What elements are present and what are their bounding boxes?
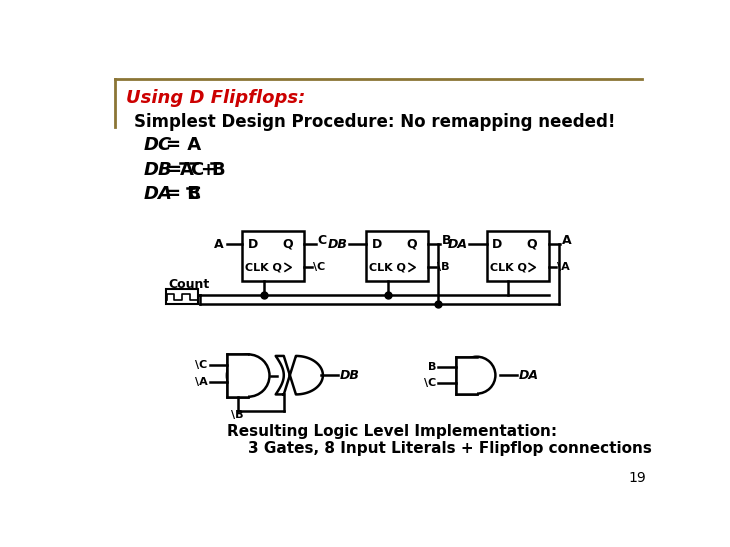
Text: A: A: [214, 238, 224, 251]
Text: \A: \A: [195, 377, 207, 387]
Text: DA: DA: [518, 369, 538, 382]
Text: Using D Flipflops:: Using D Flipflops:: [126, 89, 305, 107]
Text: A: A: [180, 161, 194, 178]
Bar: [456, 357, 477, 394]
Text: \B: \B: [437, 263, 450, 272]
Text: DB: DB: [339, 369, 359, 382]
Text: A: A: [561, 234, 572, 247]
Text: CLK Q: CLK Q: [490, 263, 526, 272]
Text: D: D: [492, 238, 502, 251]
Text: CLK Q: CLK Q: [369, 263, 407, 272]
Bar: [227, 354, 248, 397]
Text: \C: \C: [195, 360, 207, 370]
Text: +: +: [200, 161, 215, 178]
Text: DA: DA: [144, 185, 173, 203]
Text: B: B: [442, 234, 451, 247]
Ellipse shape: [227, 354, 269, 397]
Bar: [456, 357, 477, 394]
Text: \C: \C: [424, 379, 436, 388]
Text: Q: Q: [282, 238, 293, 251]
Text: C: C: [188, 185, 201, 203]
Text: C: C: [318, 234, 327, 247]
Text: \C: \C: [313, 263, 325, 272]
Text: B: B: [212, 161, 225, 178]
Text: Q: Q: [406, 238, 417, 251]
Text: Resulting Logic Level Implementation:: Resulting Logic Level Implementation:: [227, 424, 557, 439]
Text: 3 Gates, 8 Input Literals + Flipflop connections: 3 Gates, 8 Input Literals + Flipflop con…: [227, 441, 652, 456]
Text: = B: = B: [166, 185, 201, 203]
Text: =: =: [166, 161, 182, 178]
Text: Count: Count: [169, 278, 210, 291]
Text: B: B: [428, 362, 436, 372]
Text: \B: \B: [231, 410, 244, 420]
Text: DC: DC: [144, 136, 172, 154]
Bar: [166, 289, 199, 304]
Bar: [242, 231, 304, 281]
Bar: [366, 231, 429, 281]
Polygon shape: [276, 356, 323, 394]
Text: CLK Q: CLK Q: [245, 263, 283, 272]
Text: \A: \A: [557, 263, 570, 272]
Bar: [486, 231, 548, 281]
Text: DB: DB: [328, 238, 347, 251]
Text: Q: Q: [526, 238, 537, 251]
Text: Simplest Design Procedure: No remapping needed!: Simplest Design Procedure: No remapping …: [134, 113, 615, 131]
Text: DA: DA: [448, 238, 468, 251]
Text: D: D: [372, 238, 382, 251]
Text: C: C: [191, 161, 204, 178]
Bar: [227, 354, 248, 397]
Text: 19: 19: [629, 470, 647, 485]
Text: = A: = A: [166, 136, 201, 154]
Text: DB: DB: [144, 161, 173, 178]
Text: D: D: [247, 238, 258, 251]
Ellipse shape: [458, 357, 496, 394]
